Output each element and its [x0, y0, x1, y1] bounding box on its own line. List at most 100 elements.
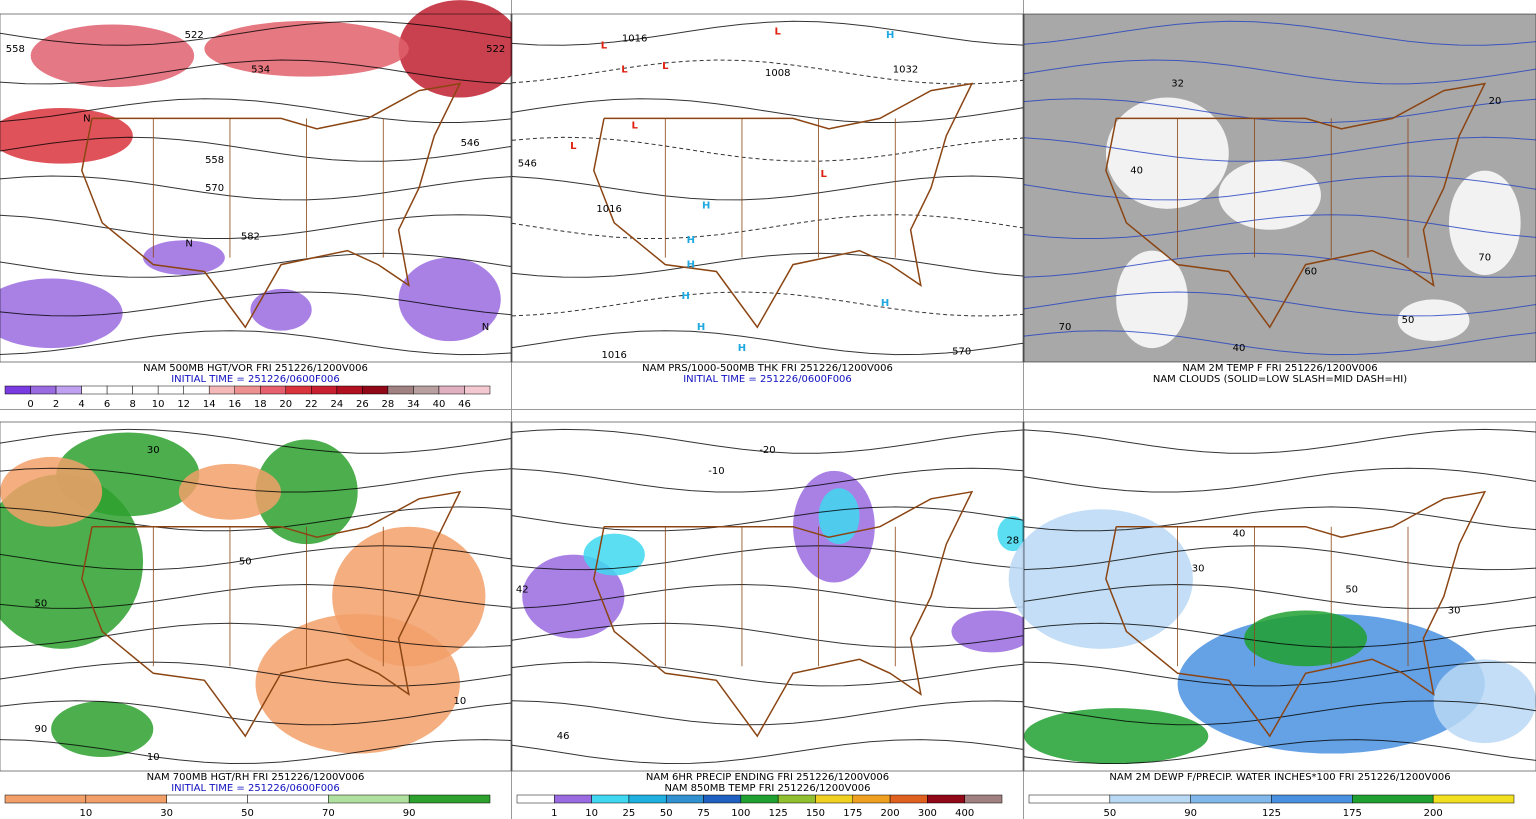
contour: [511, 175, 1024, 201]
colorbar-cell: [1109, 794, 1191, 804]
contour: [1023, 136, 1536, 162]
map-label: H: [702, 200, 710, 211]
colorbar-label: 0: [27, 399, 33, 410]
contour: [511, 506, 1024, 532]
contour: [1023, 428, 1536, 454]
colorbar-label: 12: [177, 399, 190, 410]
map-label: H: [881, 298, 889, 309]
caption: NAM CLOUDS (SOLID=LOW SLASH=MID DASH=HI): [1153, 374, 1407, 385]
colorbar-cell: [516, 794, 555, 804]
map-label: 570: [205, 183, 224, 194]
contour: [511, 467, 1024, 493]
contour: [1023, 467, 1536, 493]
contour: [0, 214, 512, 239]
colorbar-label: 75: [697, 808, 710, 819]
border: [593, 82, 974, 329]
colorbar-cell: [85, 794, 167, 804]
map-label: L: [631, 120, 638, 131]
colorbar-cell: [740, 794, 779, 804]
colorbar-cell: [777, 794, 816, 804]
contour: [0, 136, 512, 162]
map-frame: [511, 13, 1024, 363]
colorbar-cell: [964, 794, 1003, 804]
contour: [0, 20, 512, 46]
contour: [511, 428, 1024, 454]
colorbar-label: 30: [160, 808, 173, 819]
colorbar-label: 100: [731, 808, 750, 819]
colorbar-cell: [591, 794, 630, 804]
colorbar-label: 50: [1103, 808, 1116, 819]
colorbar-cell: [208, 385, 235, 395]
colorbar-label: 18: [254, 399, 267, 410]
colorbar-cell: [1271, 794, 1353, 804]
map-label: 30: [1448, 605, 1461, 616]
map-label: 1016: [601, 350, 626, 361]
contour: [511, 20, 1024, 46]
colorbar-cell: [285, 385, 312, 395]
map-label: L: [621, 65, 628, 76]
colorbar-cell: [183, 385, 210, 395]
contour: [0, 583, 512, 609]
map-label: H: [886, 30, 894, 41]
shading: [522, 554, 625, 639]
colorbar-cell: [1432, 794, 1515, 804]
map-label: 546: [518, 159, 537, 170]
caption: INITIAL TIME = 251226/0600F006: [683, 374, 852, 385]
colorbar-label: 200: [1424, 808, 1443, 819]
colorbar-cell: [328, 794, 410, 804]
shading: [1433, 659, 1536, 744]
caption: INITIAL TIME = 251226/0600F006: [171, 783, 340, 794]
map-label: L: [570, 141, 577, 152]
map-label: 40: [1233, 529, 1246, 540]
colorbar-cell: [30, 385, 57, 395]
shading: [583, 533, 645, 576]
map-label: 60: [1304, 267, 1317, 278]
shading: [0, 278, 123, 349]
map-label: 558: [6, 44, 25, 55]
shading: [818, 488, 860, 545]
colorbar-cell: [362, 385, 389, 395]
contour: [511, 59, 1024, 85]
contour: [1023, 661, 1536, 687]
shading: [143, 240, 225, 275]
contour: [0, 291, 512, 317]
contour: [511, 136, 1024, 162]
colorbar-cell: [260, 385, 287, 395]
shading: [398, 257, 501, 342]
map-label: 10: [147, 752, 160, 763]
contour: [1023, 214, 1536, 239]
contour: [511, 622, 1024, 648]
contour: [0, 506, 512, 532]
map-label: N: [83, 113, 90, 124]
colorbar-label: 50: [660, 808, 673, 819]
map-label: 46: [557, 731, 570, 742]
contour: [1023, 20, 1536, 46]
map-label: 32: [1171, 79, 1184, 90]
shading: [204, 20, 409, 77]
colorbar-label: 10: [585, 808, 598, 819]
colorbar-cell: [815, 794, 854, 804]
colorbar-label: 22: [305, 399, 318, 410]
colorbar-cell: [413, 385, 440, 395]
contour: [1023, 291, 1536, 317]
shading: [951, 610, 1034, 653]
colorbar-cell: [387, 385, 414, 395]
map-label: 522: [185, 30, 204, 41]
colorbar-cell: [889, 794, 928, 804]
map-frame: [0, 421, 512, 772]
shading: [0, 456, 103, 527]
map-label: 70: [1059, 322, 1072, 333]
colorbar-cell: [311, 385, 338, 395]
contour: [511, 214, 1024, 239]
caption: NAM PRS/1000-500MB THK FRI 251226/1200V0…: [642, 363, 893, 374]
colorbar-label: 24: [330, 399, 343, 410]
border: [1105, 82, 1487, 329]
colorbar-cell: [1352, 794, 1434, 804]
border: [81, 82, 462, 329]
contour: [1023, 506, 1536, 532]
contour: [0, 622, 512, 648]
caption: NAM 700MB HGT/RH FRI 251226/1200V006: [147, 772, 365, 783]
contour: [0, 330, 512, 356]
contour: [0, 739, 512, 765]
shading: [1397, 299, 1470, 342]
